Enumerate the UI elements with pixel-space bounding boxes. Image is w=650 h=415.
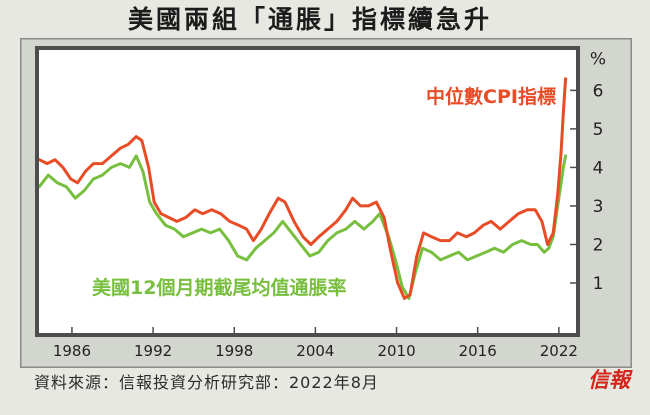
y-tick-label: 2 [593,235,604,255]
x-tick-label: 2022 [540,342,578,360]
median-cpi-label: 中位數CPI指標 [426,85,556,108]
chart-title: 美國兩組「通脹」指標續急升 [127,5,492,34]
x-tick-label: 1986 [53,342,91,360]
y-tick-label: 6 [593,81,604,101]
series-group [37,77,568,300]
y-tick-label: 3 [593,197,604,217]
publisher-logo: 信報 [588,367,630,392]
x-tick-label: 1998 [215,342,253,360]
axis-tick-group: 1986 1992 1998 2004 2010 2016 2022 1 2 3 4 5 6% [53,49,606,360]
y-tick-label: 4 [593,158,604,178]
trimmed-mean-inflation-line [37,154,568,300]
x-tick-label: 2010 [377,342,415,360]
median-cpi-line [37,77,568,300]
y-tick-label: 1 [593,274,604,294]
chart-panel: 中位數CPI指標美國12個月期截尾均值通脹率 1986 1992 1998 2004 2… [20,38,632,368]
plot-area [37,48,578,335]
x-tick-label: 2016 [459,342,497,360]
source-note: 資料來源：信報投資分析研究部：2022年8月 [34,373,379,392]
y-tick-label: 5 [593,120,604,140]
x-tick-label: 2004 [296,342,334,360]
plot-frame [35,46,580,337]
y-unit-label: % [590,49,606,69]
x-tick-label: 1992 [134,342,172,360]
trimmed-mean-inflation-label: 美國12個月期截尾均值通脹率 [92,276,346,299]
